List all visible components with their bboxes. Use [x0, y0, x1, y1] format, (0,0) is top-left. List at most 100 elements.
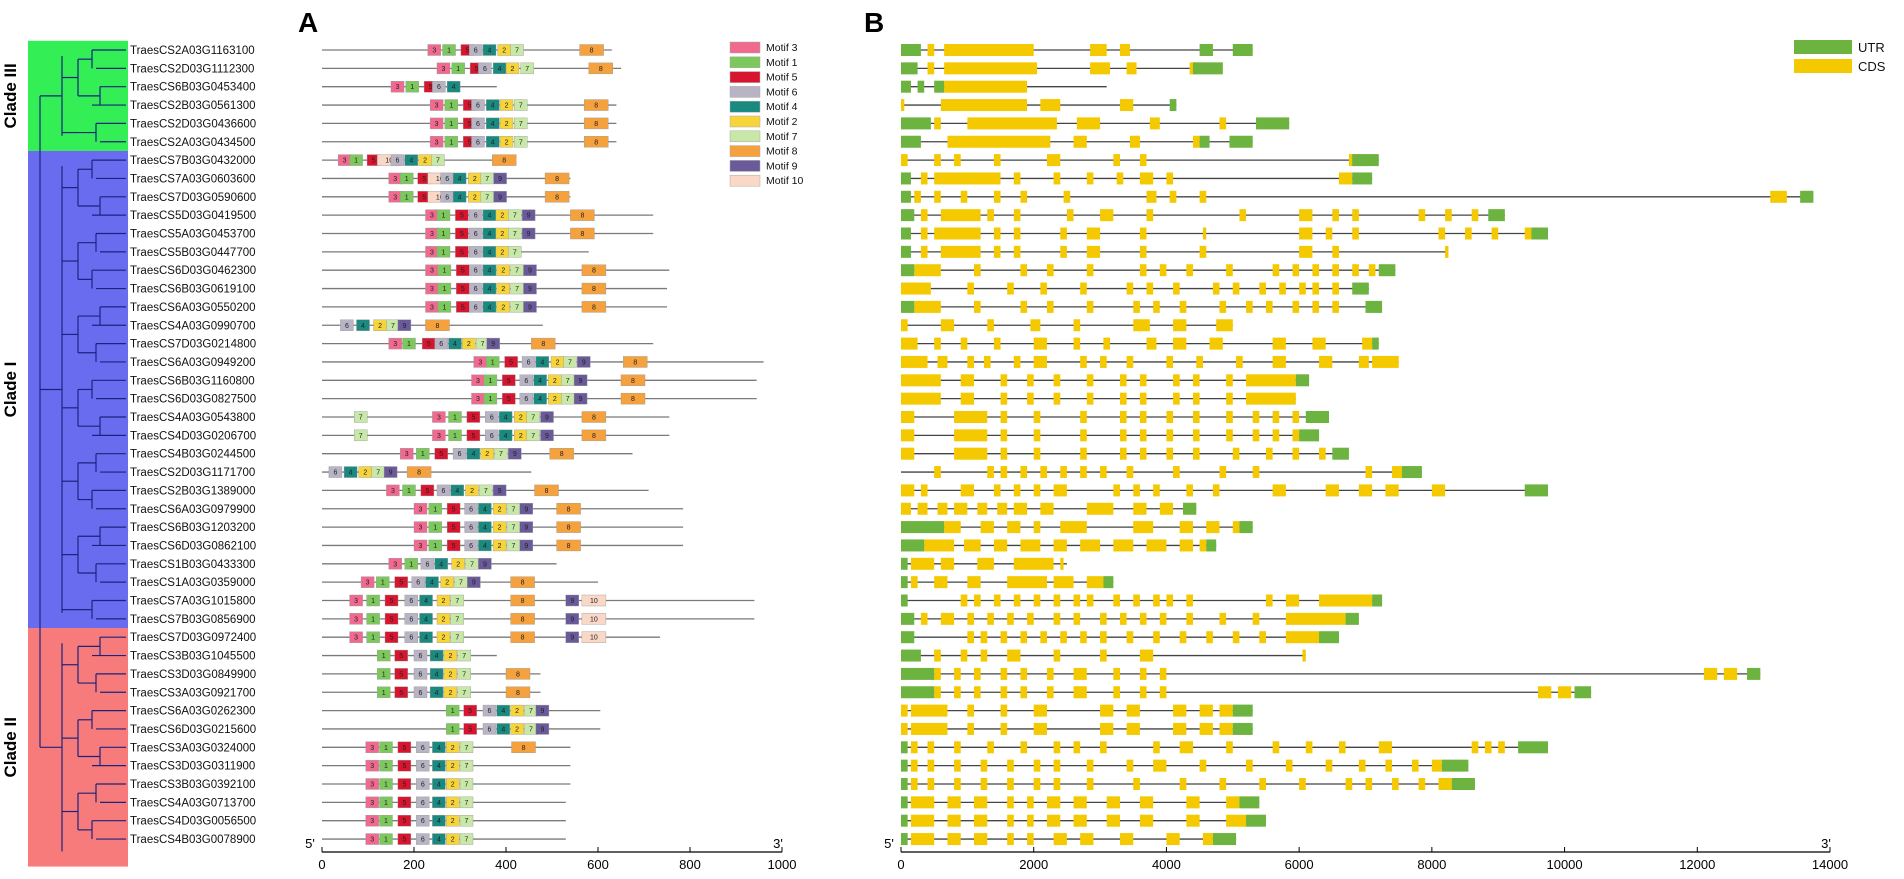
- utr-block: [901, 209, 915, 222]
- motif-7-box: [479, 484, 493, 497]
- cds-exon: [1153, 594, 1160, 607]
- gene-id: TraesCS4A03G0990700: [130, 320, 256, 332]
- cds-exon: [1418, 778, 1426, 790]
- utr-block: [1365, 154, 1379, 167]
- cds-exon: [1073, 135, 1087, 148]
- cds-exon: [1146, 539, 1167, 552]
- utr-block: [901, 44, 921, 56]
- cds-exon: [1173, 704, 1187, 717]
- cds-exon: [1332, 245, 1339, 258]
- motif-7-box: [354, 411, 368, 423]
- gene-id: TraesCS4B03G0244500: [130, 449, 256, 461]
- motif-number: 4: [437, 837, 441, 844]
- cds-exon: [1358, 355, 1369, 368]
- motif-6-box: [416, 796, 430, 809]
- cds-exon: [1053, 833, 1067, 846]
- cds-exon: [1159, 686, 1167, 699]
- cds-exon: [1418, 209, 1426, 222]
- cds-exon: [1119, 392, 1127, 405]
- cds-exon: [901, 154, 908, 167]
- motif-number: 5: [471, 415, 475, 422]
- motif-number: 3: [393, 194, 397, 201]
- motif-number: 5: [402, 818, 406, 825]
- motif-3-box: [365, 741, 379, 753]
- cds-exon: [980, 778, 988, 790]
- motif-number: 5: [390, 598, 394, 605]
- utr-block: [1531, 227, 1548, 240]
- motif-number: 2: [456, 561, 460, 568]
- motif-number: 7: [529, 708, 533, 715]
- utr-block: [1352, 154, 1366, 167]
- motif-8-box: [581, 282, 607, 295]
- utr-block: [1199, 135, 1210, 148]
- utr-block: [934, 80, 945, 93]
- cds-exon: [1166, 594, 1174, 607]
- motif-number: 4: [452, 84, 456, 91]
- motif-6-box: [464, 539, 478, 552]
- cds-exon: [1080, 833, 1094, 846]
- cds-exon: [1226, 814, 1247, 827]
- motif-number: 4: [458, 176, 462, 183]
- utr-block: [901, 741, 908, 754]
- motif-number: 2: [553, 378, 557, 385]
- motif-number: 7: [455, 635, 459, 642]
- cds-exon: [934, 172, 1001, 185]
- motif-8-box: [510, 613, 535, 625]
- motif-number: 1: [433, 506, 437, 513]
- cds-exon: [1139, 392, 1147, 405]
- gene-id: TraesCS4A03G0543800: [130, 412, 256, 424]
- cds-exon: [1259, 778, 1266, 790]
- legend-motif-label: Motif 3: [766, 42, 798, 54]
- utr-block: [1232, 722, 1253, 735]
- cds-exon: [1139, 172, 1154, 185]
- motif-number: 1: [371, 616, 375, 623]
- motif-9-box: [565, 613, 579, 625]
- cds-exon: [1100, 741, 1107, 754]
- legend-motif-1-swatch: [729, 56, 761, 69]
- gene-id: TraesCS3A03G0921700: [130, 687, 256, 699]
- motif-2-box: [496, 264, 510, 276]
- motif-number: 6: [437, 84, 441, 91]
- legend-motif-label: Motif 8: [766, 146, 798, 158]
- legend-motif-label: Motif 6: [766, 86, 798, 98]
- utr-block: [901, 521, 945, 534]
- motif-4-box: [466, 448, 481, 460]
- motif-number: 2: [485, 451, 489, 458]
- motif-number: 7: [455, 598, 459, 605]
- motif-6-box: [469, 246, 483, 258]
- cds-exon: [1033, 411, 1041, 423]
- cds-exon: [910, 722, 948, 735]
- utr-block: [1232, 704, 1253, 717]
- motif-10-box: [581, 613, 607, 625]
- utr-block: [1345, 612, 1359, 625]
- motif-6-box: [416, 741, 430, 753]
- motif-number: 6: [396, 158, 400, 165]
- cds-exon: [954, 667, 961, 680]
- legend-motif-3-swatch: [729, 41, 761, 54]
- cds-exon: [1040, 631, 1047, 644]
- cds-exon: [940, 209, 981, 222]
- motif-number: 9: [540, 726, 544, 733]
- motif-number: 7: [459, 580, 463, 587]
- cds-exon: [910, 833, 935, 846]
- motif-3-box: [360, 576, 375, 588]
- cds-exon: [1345, 778, 1353, 790]
- motif-number: 8: [567, 525, 571, 532]
- cds-exon: [983, 355, 991, 368]
- utr-block: [1518, 741, 1548, 754]
- cds-exon: [934, 667, 941, 680]
- motif-3-box: [388, 337, 402, 350]
- cds-exon: [987, 741, 994, 754]
- cds-exon: [967, 355, 974, 368]
- motif-number: 3: [370, 837, 374, 844]
- motif-number: 6: [469, 525, 473, 532]
- cds-exon: [1080, 355, 1087, 368]
- motif-6-box: [519, 374, 533, 386]
- utr-block: [1352, 172, 1373, 185]
- motif-number: 2: [519, 433, 523, 440]
- motif-number: 1: [384, 745, 388, 752]
- cds-exon: [1252, 466, 1260, 479]
- gene-id: TraesCS6B03G1203200: [130, 522, 256, 534]
- cds-exon: [1000, 704, 1008, 717]
- gene-id: TraesCS7A03G0603600: [130, 173, 256, 185]
